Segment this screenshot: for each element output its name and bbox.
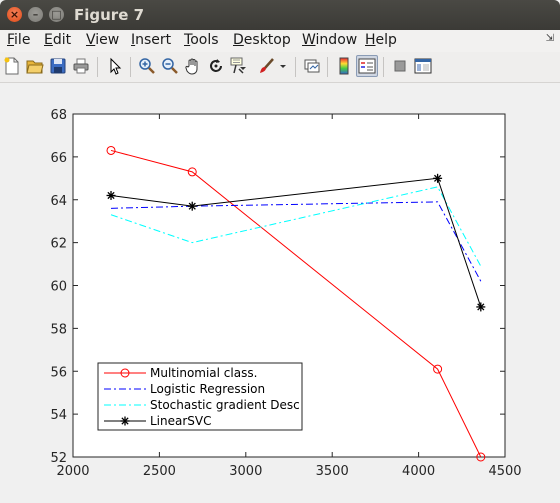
data-point-3-1: [187, 201, 197, 211]
insert-colorbar-icon[interactable]: [334, 56, 354, 76]
save-icon[interactable]: [48, 56, 68, 76]
title-bar: × – □ Figure 7: [0, 0, 560, 30]
zoom-out-icon[interactable]: [160, 56, 180, 76]
legend-label-1: Logistic Regression: [150, 382, 265, 396]
y-tick-label: 64: [50, 194, 67, 209]
new-figure-icon[interactable]: [2, 56, 22, 76]
y-tick-label: 60: [50, 280, 67, 295]
figure-canvas: 2000 2500 3000 3500 4000 4500 52 54 56 58 60 62 64 66…: [0, 83, 560, 503]
show-plot-tools-icon[interactable]: [413, 56, 433, 76]
legend-marker-0: [120, 368, 130, 378]
y-tick-label: 54: [50, 408, 67, 423]
x-tick-label: 2500: [143, 464, 176, 479]
series-line-3: [110, 177, 482, 308]
legend-label-3: LinearSVC: [150, 414, 212, 428]
legend-label-0: Multinomial class.: [150, 366, 257, 380]
minimize-window-button[interactable]: –: [28, 7, 43, 22]
line-chart[interactable]: 2000 2500 3000 3500 4000 4500 52 54 56 58 60 62 64 66…: [0, 83, 560, 503]
data-point-0-1: [187, 167, 197, 177]
legend-label-2: Stochastic gradient Desc: [150, 398, 300, 412]
menu-help[interactable]: Help: [365, 32, 397, 48]
data-point-0-3: [476, 452, 486, 462]
series-line-2: [110, 186, 482, 267]
pan-hand-icon[interactable]: [183, 56, 203, 76]
legend-box: [97, 362, 303, 431]
open-file-icon[interactable]: [25, 56, 45, 76]
data-point-3-2: [433, 173, 443, 183]
axes-box: [72, 113, 506, 458]
menu-window[interactable]: Window: [302, 32, 358, 48]
data-point-0-0: [106, 145, 116, 155]
x-tick-label: 2000: [56, 464, 89, 479]
menu-view[interactable]: View: [86, 32, 120, 48]
hide-plot-tools-icon[interactable]: [390, 56, 410, 76]
menu-file[interactable]: File: [7, 32, 31, 48]
menu-edit[interactable]: Edit: [44, 32, 72, 48]
link-plot-icon[interactable]: [302, 56, 322, 76]
data-point-3-3: [476, 302, 486, 312]
menubar-overflow-icon[interactable]: ⇲: [545, 33, 554, 44]
x-tick-label: 3500: [316, 464, 349, 479]
window-title: Figure 7: [74, 6, 145, 24]
menu-bar: File Edit View Insert Tools Desktop Window Help…: [0, 30, 560, 52]
brush-icon[interactable]: [256, 56, 276, 76]
menu-tools[interactable]: Tools: [184, 32, 219, 48]
x-tick-label: 3000: [229, 464, 262, 479]
edit-plot-arrow-icon[interactable]: [105, 56, 125, 76]
data-point-3-0: [106, 190, 116, 200]
rotate-3d-icon[interactable]: [206, 56, 226, 76]
x-tick-label: 4500: [488, 464, 521, 479]
y-tick-label: 68: [50, 108, 67, 123]
series-line-0: [110, 149, 482, 458]
y-tick-label: 62: [50, 237, 67, 252]
data-point-0-2: [433, 364, 443, 374]
menu-insert[interactable]: Insert: [131, 32, 172, 48]
figure-toolbar: [0, 52, 560, 83]
close-window-button[interactable]: ×: [7, 7, 22, 22]
menu-desktop[interactable]: Desktop: [233, 32, 291, 48]
print-icon[interactable]: [71, 56, 91, 76]
maximize-window-button[interactable]: □: [49, 7, 64, 22]
legend-marker-3: [120, 416, 130, 426]
y-tick-label: 56: [50, 365, 67, 380]
insert-legend-icon[interactable]: [356, 55, 378, 77]
brush-dropdown-icon[interactable]: [278, 56, 288, 76]
x-tick-label: 4000: [402, 464, 435, 479]
zoom-in-icon[interactable]: [137, 56, 157, 76]
y-tick-label: 66: [50, 151, 67, 166]
data-cursor-icon[interactable]: [229, 56, 249, 76]
y-tick-label: 52: [50, 451, 67, 466]
y-tick-label: 58: [50, 322, 67, 337]
